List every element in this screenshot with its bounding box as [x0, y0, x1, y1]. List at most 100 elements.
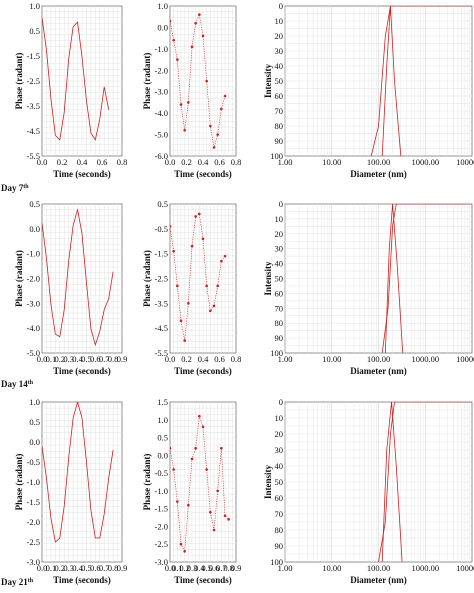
data-point: [209, 124, 212, 128]
x-tick-label: 0.0: [37, 563, 48, 573]
row-label-sup: th: [28, 380, 34, 386]
series-line: [381, 6, 402, 156]
x-tick-label: 0.4: [198, 354, 209, 364]
data-point: [179, 319, 183, 323]
y-tick-label: -4.5: [155, 323, 168, 333]
data-point: [220, 446, 223, 450]
row-label-text: Day 21: [1, 577, 28, 587]
data-point: [183, 339, 186, 342]
y-tick-label: 0.0: [29, 437, 40, 447]
data-point: [220, 259, 223, 263]
plot-area: [370, 6, 472, 156]
x-tick-label: 0.8: [108, 354, 119, 364]
y-tick-label: 0.5: [157, 433, 168, 443]
x-tick-label: 0.8: [117, 157, 128, 167]
x-tick-label: 1.00: [278, 563, 293, 573]
data-point: [209, 309, 212, 313]
x-tick-label: 0.2: [54, 563, 65, 573]
series-line: [370, 6, 472, 156]
x-tick-label: 1000.00: [411, 563, 439, 573]
y-tick-label: 0.5: [157, 199, 168, 209]
x-axis-label: Time (seconds): [174, 366, 232, 376]
y-tick-label: 10: [275, 413, 284, 423]
plot-area: [170, 212, 227, 342]
data-point: [216, 133, 219, 136]
y-tick-label: 0.0: [157, 450, 168, 460]
data-point: [194, 215, 197, 218]
data-point: [172, 249, 175, 253]
data-point: [201, 425, 205, 429]
data-point: [170, 446, 172, 450]
y-tick-label: 10: [275, 214, 284, 224]
y-tick-label: -2.5: [155, 274, 168, 284]
x-tick-label: 0.2: [57, 157, 68, 167]
y-tick-label: 0: [279, 199, 283, 209]
x-axis-label: Time (seconds): [174, 575, 232, 585]
data-point: [187, 101, 190, 104]
x-tick-label: 100.00: [367, 157, 390, 167]
data-point: [179, 542, 183, 546]
data-point: [176, 58, 179, 61]
y-tick-label: 70: [275, 106, 284, 116]
y-tick-label: -3.0: [155, 87, 168, 97]
y-tick-label: -2.0: [155, 65, 168, 75]
series-line: [384, 204, 404, 353]
x-tick-label: 100.00: [367, 354, 390, 364]
y-tick-label: -2.0: [27, 517, 40, 527]
y-tick-label: -6.0: [155, 151, 168, 161]
data-point: [205, 468, 208, 471]
data-point: [216, 284, 219, 288]
data-point: [223, 254, 227, 258]
y-tick-label: -0.5: [155, 468, 168, 478]
x-tick-label: 0.0: [165, 157, 176, 167]
data-point: [170, 225, 172, 228]
data-point: [194, 446, 197, 450]
x-tick-label: 0.0: [37, 354, 48, 364]
y-tick-label: 0: [279, 1, 283, 11]
x-tick-label: 0.1: [172, 563, 183, 573]
x-tick-label: 0.7: [216, 563, 227, 573]
y-tick-label: 20: [275, 31, 284, 41]
y-tick-label: -3.5: [27, 101, 40, 111]
data-point: [198, 212, 201, 216]
data-point: [172, 38, 175, 42]
x-tick-label: 0.9: [117, 563, 128, 573]
y-tick-label: 60: [275, 288, 284, 298]
y-tick-label: 0: [279, 397, 283, 407]
y-tick-label: -2.0: [155, 521, 168, 531]
x-tick-label: 0.3: [187, 563, 198, 573]
x-axis-label: Time (seconds): [53, 575, 111, 585]
y-tick-label: -1.5: [27, 51, 40, 61]
row-label: Day 7th: [1, 183, 29, 193]
data-point: [212, 146, 216, 149]
y-tick-label: -3.0: [27, 557, 40, 567]
data-point: [176, 500, 179, 503]
x-tick-label: 0.4: [194, 563, 205, 573]
row-label-sup: th: [28, 578, 34, 584]
row-label-text: Day 7: [1, 183, 24, 193]
x-tick-label: 1.00: [278, 157, 293, 167]
x-tick-label: 0.8: [231, 157, 242, 167]
x-tick-label: 0.1: [46, 563, 57, 573]
x-tick-label: 0.0: [37, 157, 48, 167]
chart-r1-data: 0.0 0.2 0.4 0.6 0.8 1.0 0.0 -1.0 -2.0 -3.0 -4.0 -5.…: [142, 1, 241, 179]
x-axis-label: Diameter (nm): [350, 169, 407, 179]
y-tick-label: -1.5: [155, 249, 168, 259]
data-point: [227, 518, 230, 521]
x-tick-label: 0.2: [179, 563, 190, 573]
data-point: [176, 284, 179, 288]
data-point: [223, 94, 227, 98]
y-tick-label: -1.0: [27, 477, 40, 487]
y-tick-label: -3.0: [27, 298, 40, 308]
plot-area: [381, 204, 472, 353]
series-line: [381, 402, 403, 562]
y-tick-label: -2.0: [27, 274, 40, 284]
data-point: [212, 528, 216, 532]
row-label: Day 14th: [1, 379, 34, 389]
x-tick-label: 0.6: [214, 157, 225, 167]
y-tick-label: -5.0: [27, 348, 40, 358]
data-point: [183, 550, 186, 553]
series-line: [42, 402, 114, 543]
